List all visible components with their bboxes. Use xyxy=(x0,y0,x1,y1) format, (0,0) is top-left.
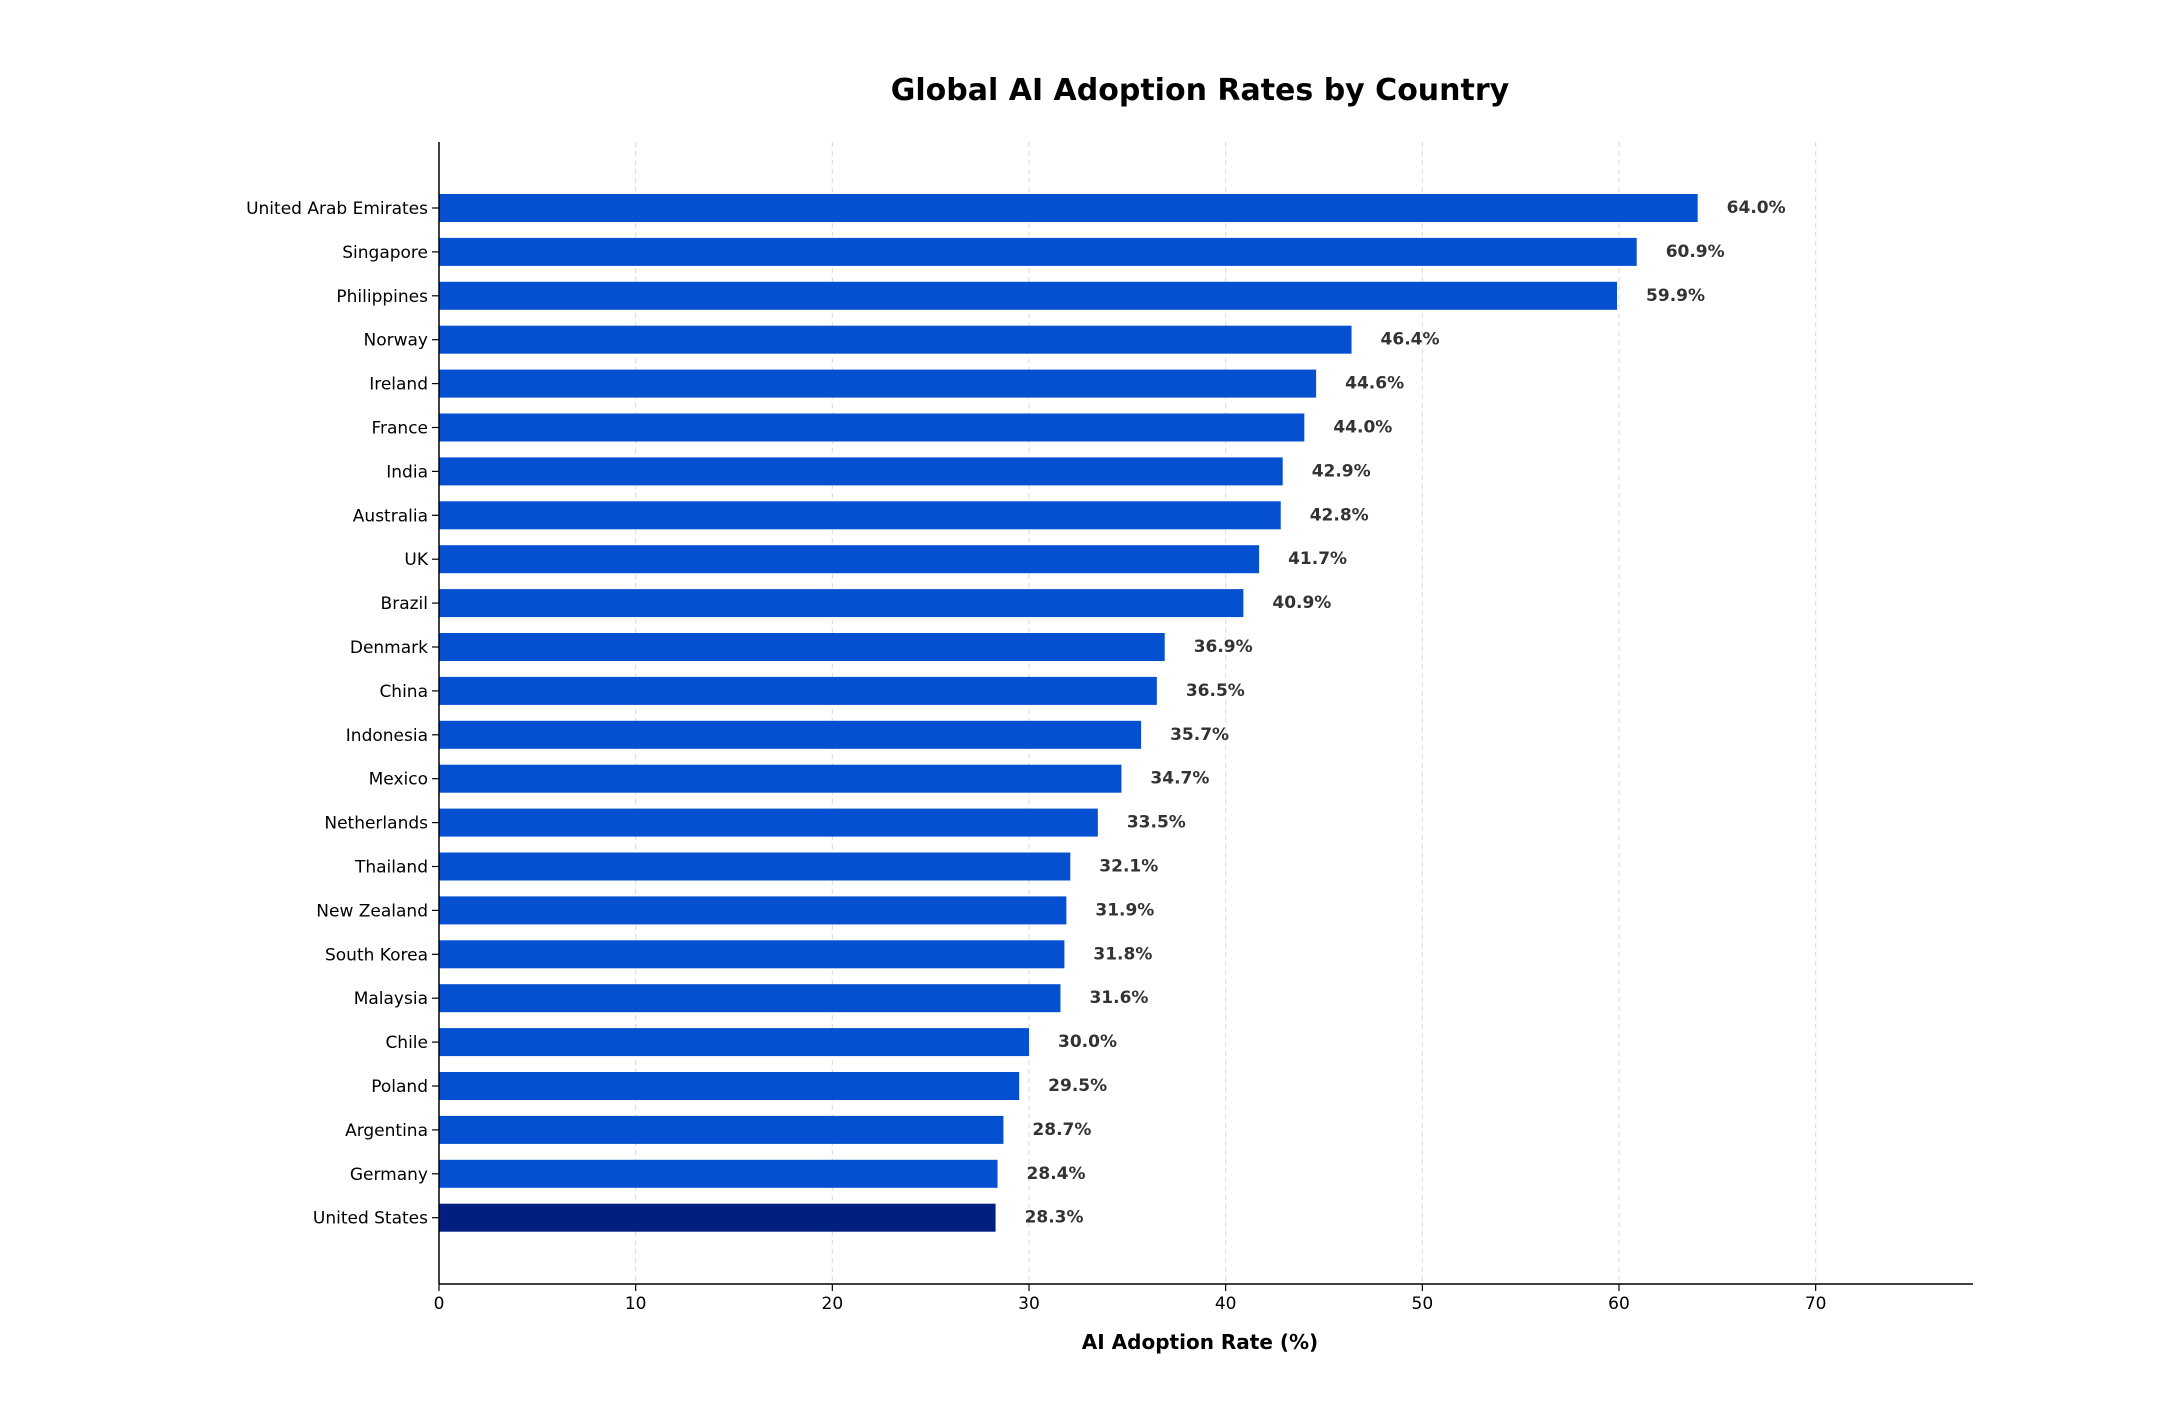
value-label: 40.9% xyxy=(1272,593,1331,613)
value-label: 31.9% xyxy=(1095,900,1154,920)
bar xyxy=(439,808,1098,837)
bar xyxy=(439,589,1244,618)
bar xyxy=(439,369,1317,398)
category-label: South Korea xyxy=(325,945,428,965)
value-label: 34.7% xyxy=(1150,769,1209,789)
bar xyxy=(439,281,1618,310)
value-label: 42.8% xyxy=(1310,505,1369,525)
bar xyxy=(439,1203,996,1232)
category-label: India xyxy=(386,462,428,482)
value-label: 30.0% xyxy=(1058,1032,1117,1052)
category-label: Germany xyxy=(350,1165,428,1185)
category-label: New Zealand xyxy=(316,901,428,921)
category-label: Singapore xyxy=(342,243,428,263)
category-label: Norway xyxy=(364,331,429,351)
value-label: 42.9% xyxy=(1312,461,1371,481)
value-label: 44.6% xyxy=(1345,374,1404,394)
value-label-layer: 64.0% 60.9% 59.9% 46.4% 44.6% 44.0% 42.9% 42.8%… xyxy=(1025,198,1786,1228)
bar xyxy=(439,633,1165,661)
value-label: 32.1% xyxy=(1099,857,1158,877)
value-label: 36.9% xyxy=(1194,637,1253,657)
value-label: 31.6% xyxy=(1089,988,1148,1008)
category-label: Indonesia xyxy=(346,726,428,746)
category-label: United Arab Emirates xyxy=(246,199,428,219)
value-label: 46.4% xyxy=(1381,330,1440,350)
value-label: 64.0% xyxy=(1727,198,1786,218)
category-label: Ireland xyxy=(369,375,428,395)
category-label: UK xyxy=(404,550,428,570)
bar xyxy=(439,457,1283,486)
category-label: China xyxy=(379,682,428,702)
tick-layer: 0 10 20 30 40 50 60 70 xyxy=(432,207,1827,1314)
bar xyxy=(439,1115,1004,1144)
x-tick-label: 0 xyxy=(434,1294,445,1314)
x-tick-label: 70 xyxy=(1805,1294,1827,1314)
value-label: 28.4% xyxy=(1027,1164,1086,1184)
axis-layer xyxy=(438,142,1973,1285)
category-label: Australia xyxy=(353,506,428,526)
value-label: 31.8% xyxy=(1093,944,1152,964)
x-tick-label: 50 xyxy=(1412,1294,1434,1314)
bar xyxy=(439,1159,998,1188)
category-label: Brazil xyxy=(381,594,428,614)
value-label: 28.3% xyxy=(1025,1208,1084,1228)
x-tick-label: 20 xyxy=(822,1294,844,1314)
chart-title: Global AI Adoption Rates by Country xyxy=(891,73,1510,108)
category-label: Chile xyxy=(385,1033,428,1053)
bar xyxy=(439,984,1061,1013)
value-label: 59.9% xyxy=(1646,286,1705,306)
value-label: 29.5% xyxy=(1048,1076,1107,1096)
value-label: 35.7% xyxy=(1170,725,1229,745)
category-label: Mexico xyxy=(369,770,428,790)
bar xyxy=(439,1028,1029,1057)
category-label: Denmark xyxy=(350,638,428,658)
value-label: 60.9% xyxy=(1666,242,1725,262)
value-label: 28.7% xyxy=(1032,1120,1091,1140)
category-label-layer: United Arab Emirates Singapore Philippines… xyxy=(246,199,429,1229)
category-label: Argentina xyxy=(345,1121,428,1141)
x-tick-label: 40 xyxy=(1215,1294,1237,1314)
category-label: Poland xyxy=(371,1077,428,1097)
x-tick-label: 60 xyxy=(1608,1294,1630,1314)
bar xyxy=(439,1072,1020,1100)
bar xyxy=(439,720,1142,749)
value-label: 41.7% xyxy=(1288,549,1347,569)
bar xyxy=(439,940,1065,969)
category-label: United States xyxy=(313,1209,428,1229)
value-label: 33.5% xyxy=(1127,813,1186,833)
bar xyxy=(439,764,1122,793)
bar xyxy=(439,501,1281,530)
x-tick-label: 30 xyxy=(1018,1294,1040,1314)
bar-layer xyxy=(439,194,1698,1232)
bar xyxy=(439,676,1157,705)
category-label: Netherlands xyxy=(324,814,428,834)
value-label: 44.0% xyxy=(1333,418,1392,438)
category-label: Philippines xyxy=(336,287,428,307)
value-label: 36.5% xyxy=(1186,681,1245,701)
bar xyxy=(439,413,1305,442)
bar xyxy=(439,896,1067,925)
bar xyxy=(439,237,1637,266)
bar xyxy=(439,545,1260,574)
category-label: Malaysia xyxy=(354,989,428,1009)
category-label: France xyxy=(371,419,428,439)
bar xyxy=(439,852,1071,881)
x-axis-title: AI Adoption Rate (%) xyxy=(1082,1330,1318,1354)
x-tick-label: 10 xyxy=(625,1294,647,1314)
bar xyxy=(439,194,1698,222)
grid-layer xyxy=(635,142,1817,1284)
category-label: Thailand xyxy=(354,858,428,878)
bar xyxy=(439,325,1352,354)
